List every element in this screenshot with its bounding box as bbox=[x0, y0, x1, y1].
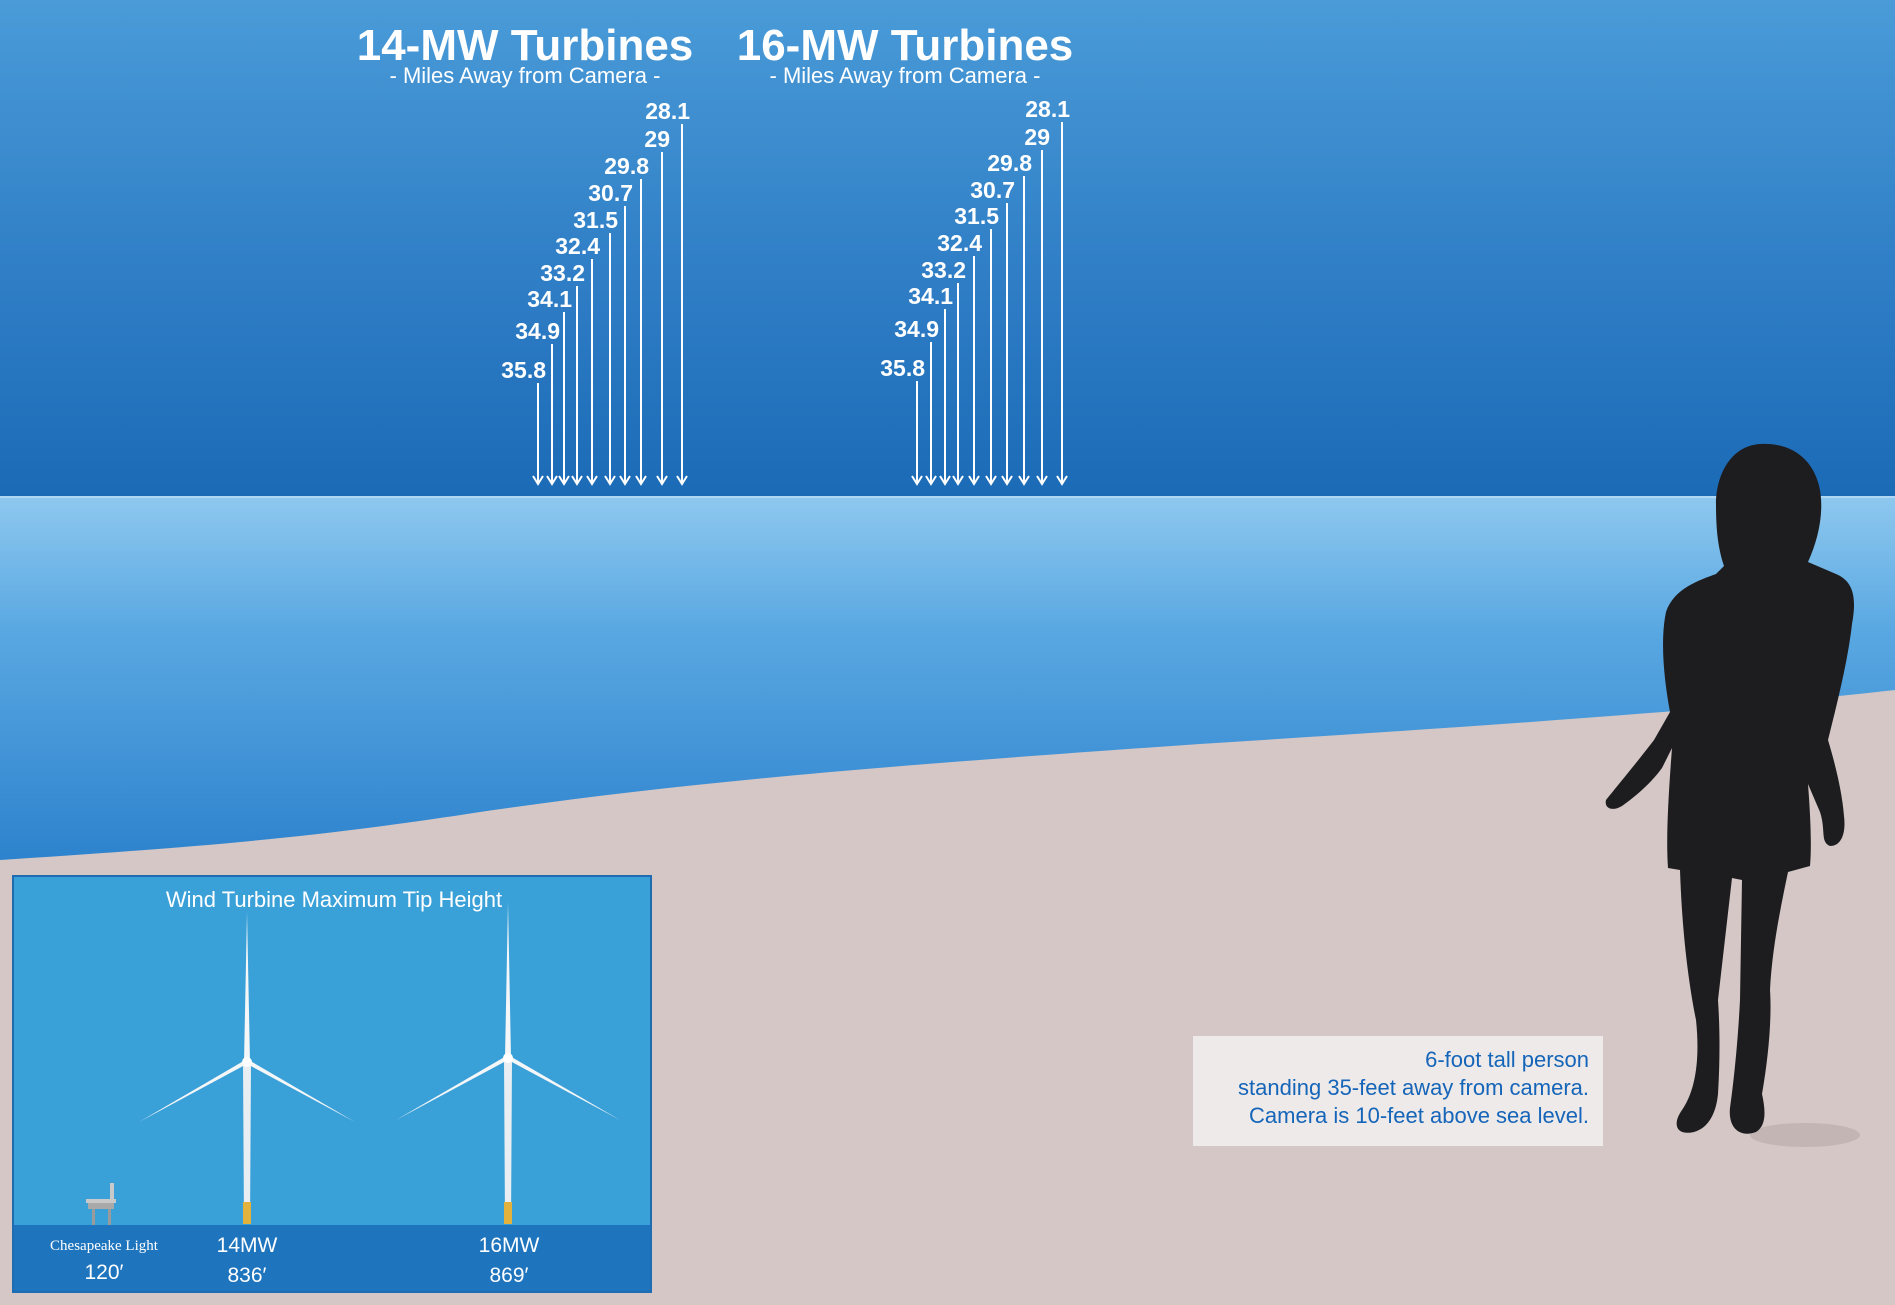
distance-label: 32.4 bbox=[937, 230, 982, 256]
sky bbox=[0, 0, 1895, 500]
distance-label: 30.7 bbox=[588, 180, 633, 206]
tip-height-inset: Wind Turbine Maximum Tip Height Chesapea… bbox=[12, 875, 652, 1293]
group-subtitle-16mw: - Miles Away from Camera - bbox=[769, 63, 1041, 88]
inset-drawing bbox=[86, 902, 620, 1225]
arrow-down-icon bbox=[676, 475, 688, 486]
distance-label: 31.5 bbox=[573, 207, 618, 233]
arrow-down-icon bbox=[1036, 475, 1048, 486]
inset-item-height: 869′ bbox=[489, 1264, 529, 1288]
arrow-down-icon bbox=[1001, 475, 1013, 486]
arrow-down-icon bbox=[952, 475, 964, 486]
distance-label: 29.8 bbox=[987, 150, 1032, 176]
group-subtitle-14mw: - Miles Away from Camera - bbox=[389, 63, 661, 88]
distance-label: 35.8 bbox=[501, 357, 546, 383]
arrows-14mw bbox=[532, 124, 688, 486]
person-note-line: 6-foot tall person bbox=[1425, 1047, 1589, 1072]
inset-label-chesapeake: Chesapeake Light 120′ bbox=[24, 1237, 184, 1286]
arrows-16mw bbox=[911, 122, 1068, 486]
arrow-down-icon bbox=[571, 475, 583, 486]
arrow-down-icon bbox=[911, 475, 923, 486]
arrow-down-icon bbox=[939, 475, 951, 486]
inset-item-name: Chesapeake Light bbox=[50, 1238, 158, 1254]
arrow-down-icon bbox=[586, 475, 598, 486]
arrow-down-icon bbox=[925, 475, 937, 486]
arrow-down-icon bbox=[1056, 475, 1068, 486]
inset-item-height: 836′ bbox=[227, 1264, 267, 1288]
inset-item-height: 120′ bbox=[84, 1260, 124, 1284]
lighthouse-platform-icon bbox=[86, 1183, 116, 1225]
distance-label: 29 bbox=[1024, 124, 1050, 150]
wind-turbine-icon bbox=[396, 902, 620, 1224]
inset-label-16mw: 16MW 869′ bbox=[454, 1233, 564, 1290]
distance-label: 30.7 bbox=[970, 177, 1015, 203]
distance-label: 33.2 bbox=[540, 260, 585, 286]
person-note: 6-foot tall person standing 35-feet away… bbox=[1193, 1036, 1603, 1146]
person-note-line: standing 35-feet away from camera. bbox=[1238, 1075, 1589, 1100]
group-title-14mw: 14-MW Turbines bbox=[356, 21, 694, 70]
distance-label: 29 bbox=[644, 126, 670, 152]
arrow-down-icon bbox=[635, 475, 647, 486]
inset-title: Wind Turbine Maximum Tip Height bbox=[165, 887, 503, 912]
distance-label: 31.5 bbox=[954, 203, 999, 229]
inset-item-name: 14MW bbox=[216, 1234, 278, 1257]
arrow-down-icon bbox=[985, 475, 997, 486]
distance-label: 34.9 bbox=[894, 316, 939, 342]
arrow-down-icon bbox=[656, 475, 668, 486]
distance-label: 28.1 bbox=[645, 98, 690, 124]
arrow-down-icon bbox=[532, 475, 544, 486]
distance-label: 29.8 bbox=[604, 153, 649, 179]
arrow-down-icon bbox=[546, 475, 558, 486]
inset-label-14mw: 14MW 836′ bbox=[192, 1233, 302, 1290]
inset-base-band bbox=[14, 1225, 650, 1291]
arrow-down-icon bbox=[1018, 475, 1030, 486]
distance-label: 32.4 bbox=[555, 233, 600, 259]
wind-turbine-icon bbox=[139, 912, 355, 1224]
person-note-line: Camera is 10-feet above sea level. bbox=[1249, 1103, 1589, 1128]
arrow-down-icon bbox=[968, 475, 980, 486]
arrow-down-icon bbox=[558, 475, 570, 486]
arrow-down-icon bbox=[619, 475, 631, 486]
person-silhouette-icon bbox=[1605, 443, 1860, 1147]
group-title-16mw: 16-MW Turbines bbox=[736, 21, 1074, 70]
distance-label: 35.8 bbox=[880, 355, 925, 381]
inset-item-name: 16MW bbox=[478, 1234, 540, 1257]
arrow-down-icon bbox=[604, 475, 616, 486]
distance-label: 28.1 bbox=[1025, 96, 1070, 122]
distance-label: 34.9 bbox=[515, 318, 560, 344]
distance-label: 34.1 bbox=[908, 283, 953, 309]
distance-label: 34.1 bbox=[527, 286, 572, 312]
distance-label: 33.2 bbox=[921, 257, 966, 283]
